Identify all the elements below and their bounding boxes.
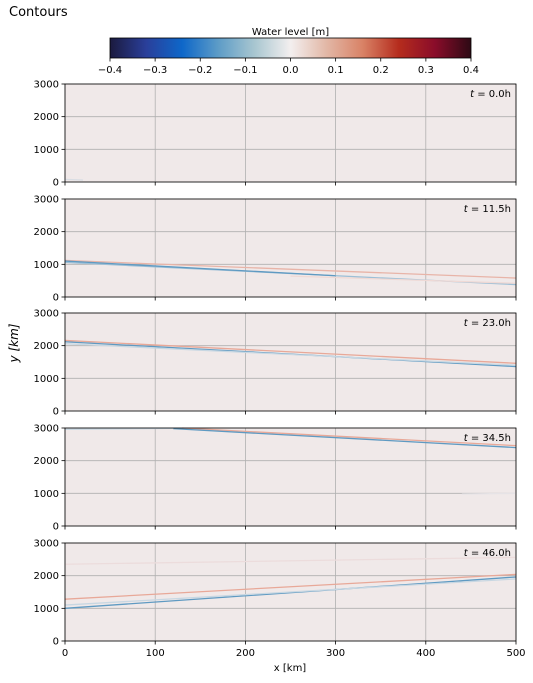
panel-frame bbox=[64, 83, 517, 183]
contour-line bbox=[64, 343, 517, 366]
y-tick-label: 1000 bbox=[34, 260, 59, 271]
x-axis-label: x [km] bbox=[274, 663, 307, 674]
x-tick-label: 200 bbox=[236, 648, 255, 659]
panel-background bbox=[65, 428, 516, 526]
contour-panel-4: 0 1000 2000 3000 t = 34.5h bbox=[34, 424, 517, 533]
colorbar-tick-label: −0.3 bbox=[143, 65, 167, 76]
contour-line bbox=[64, 259, 517, 279]
colorbar-tick-label: −0.1 bbox=[233, 65, 257, 76]
contour-line bbox=[64, 260, 336, 277]
colorbar-tick-label: 0.4 bbox=[463, 65, 479, 76]
panel-frame bbox=[64, 198, 517, 298]
y-tick-label: 3000 bbox=[34, 309, 59, 320]
colorbar: Water level [m] −0.4 −0.3 −0.2 −0.1 0.0 0.1 0.2… bbox=[98, 27, 479, 76]
contour-line bbox=[290, 275, 517, 284]
contour-line bbox=[64, 427, 174, 430]
colorbar-tick-label: 0.2 bbox=[373, 65, 389, 76]
y-tick-label: 1000 bbox=[34, 145, 59, 156]
panel-frame bbox=[64, 542, 517, 642]
figure-title: Contours bbox=[9, 5, 68, 20]
contour-line bbox=[64, 578, 517, 606]
time-annotation: t = 34.5h bbox=[464, 433, 511, 444]
y-tick-label: 2000 bbox=[34, 227, 59, 238]
contour-line bbox=[461, 492, 517, 495]
y-axis-label: y [km] bbox=[7, 323, 21, 363]
colorbar-gradient bbox=[109, 37, 472, 59]
colorbar-label: Water level [m] bbox=[252, 27, 329, 38]
y-tick-label: 0 bbox=[53, 178, 59, 189]
panel-frame bbox=[64, 427, 517, 527]
contour-panel-1: 0 1000 2000 3000 t = 0.0h bbox=[34, 80, 517, 189]
x-tick-label: 300 bbox=[326, 648, 345, 659]
x-tick-label: 100 bbox=[146, 648, 165, 659]
colorbar-tick-label: −0.4 bbox=[98, 65, 122, 76]
contour-panel-3: 0 1000 2000 3000 t = 23.0h bbox=[34, 309, 517, 418]
y-tick-label: 1000 bbox=[34, 489, 59, 500]
contour-line bbox=[182, 427, 517, 447]
contour-line bbox=[64, 556, 517, 565]
y-tick-label: 3000 bbox=[34, 539, 59, 550]
colorbar-tick-label: 0.1 bbox=[328, 65, 344, 76]
y-tick-label: 3000 bbox=[34, 195, 59, 206]
contour-line bbox=[64, 576, 517, 609]
contour-line bbox=[64, 339, 517, 364]
contour-line bbox=[64, 573, 517, 600]
contour-panel-5: 0 1000 2000 3000 0 100 200 300 400 500 t = 46.0h bbox=[34, 539, 526, 660]
y-tick-label: 2000 bbox=[34, 571, 59, 582]
panel-background bbox=[65, 84, 516, 182]
panel-background bbox=[65, 199, 516, 297]
colorbar-tick-label: 0.0 bbox=[283, 65, 299, 76]
y-tick-label: 3000 bbox=[34, 424, 59, 435]
y-tick-label: 1000 bbox=[34, 374, 59, 385]
contour-line bbox=[173, 428, 517, 449]
y-tick-label: 0 bbox=[53, 293, 59, 304]
y-tick-label: 2000 bbox=[34, 341, 59, 352]
y-tick-label: 0 bbox=[53, 407, 59, 418]
x-tick-label: 400 bbox=[416, 648, 435, 659]
panel-frame bbox=[64, 312, 517, 412]
y-tick-label: 0 bbox=[53, 637, 59, 648]
x-tick-label: 0 bbox=[62, 648, 68, 659]
contour-line bbox=[64, 178, 84, 181]
colorbar-tick-label: 0.3 bbox=[418, 65, 434, 76]
contour-panel-2: 0 1000 2000 3000 t = 11.5h bbox=[34, 195, 517, 304]
y-tick-label: 1000 bbox=[34, 604, 59, 615]
y-tick-label: 0 bbox=[53, 522, 59, 533]
y-tick-label: 2000 bbox=[34, 456, 59, 467]
y-tick-label: 3000 bbox=[34, 80, 59, 91]
time-annotation: t = 23.0h bbox=[464, 318, 511, 329]
colorbar-tick-label: −0.2 bbox=[188, 65, 212, 76]
time-annotation: t = 46.0h bbox=[464, 548, 511, 559]
x-tick-label: 500 bbox=[506, 648, 525, 659]
y-tick-label: 2000 bbox=[34, 112, 59, 123]
time-annotation: t = 0.0h bbox=[470, 89, 511, 100]
time-annotation: t = 11.5h bbox=[464, 204, 511, 215]
